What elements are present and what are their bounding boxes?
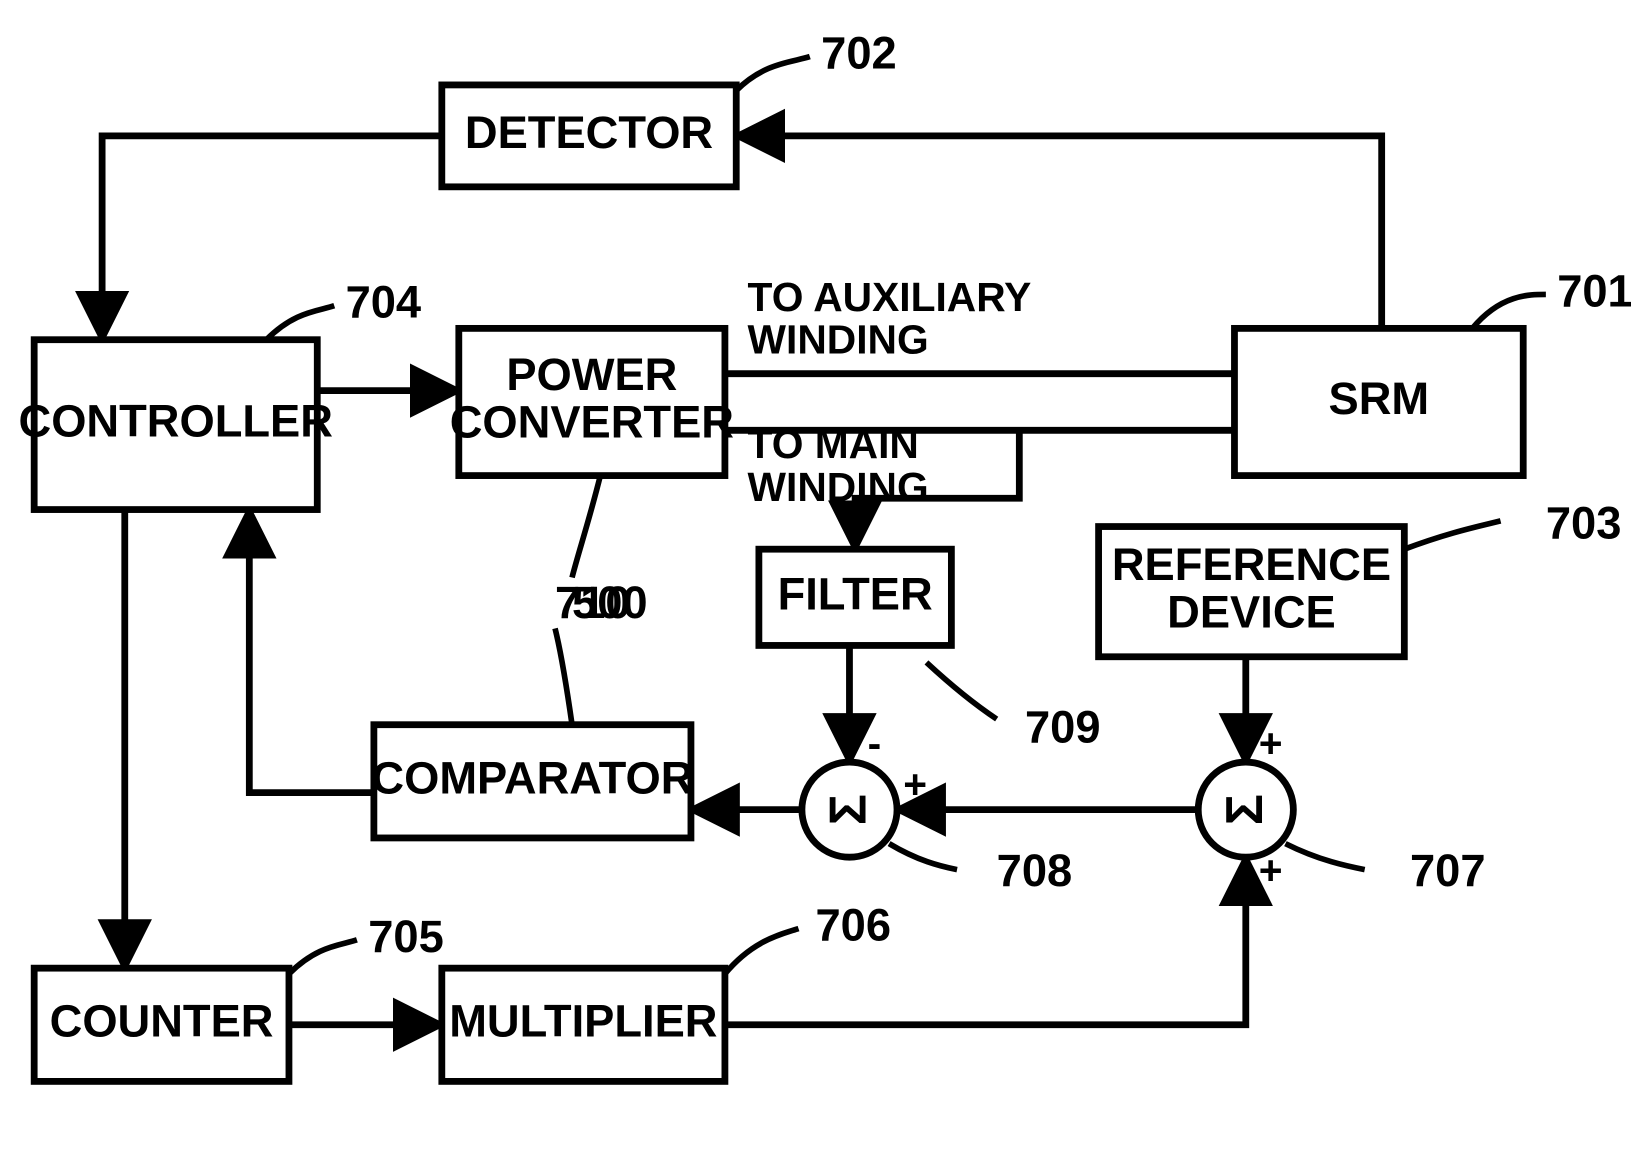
ref-702: 702 [821, 28, 897, 79]
block-label: CONTROLLER [19, 396, 333, 447]
block-power: POWERCONVERTER [450, 328, 734, 475]
ref-704: 704 [346, 277, 422, 328]
leader-703 [1404, 521, 1500, 549]
port-sign: + [1259, 847, 1283, 893]
block-diagram: DETECTOR CONTROLLER POWERCONVERTER SRM FILTE… [0, 0, 1631, 1155]
annotation-line: TO AUXILIARY [748, 274, 1032, 320]
annotation-line: WINDING [748, 464, 929, 510]
annotation-line: WINDING [748, 317, 929, 363]
edge-multiplier-sum707 [725, 857, 1246, 1025]
leader-708 [889, 844, 957, 870]
leader-707 [1285, 844, 1364, 870]
leader-500 [572, 476, 600, 578]
ref-706: 706 [816, 899, 892, 950]
block-controller: CONTROLLER [19, 340, 333, 510]
ref-705: 705 [368, 911, 444, 962]
block-label: POWER [506, 349, 677, 400]
annotation-main: TO MAINWINDING [748, 421, 929, 510]
block-label: CONVERTER [450, 397, 734, 448]
sum-sum708: Σ -+ [802, 720, 927, 857]
sigma-glyph: Σ [819, 794, 877, 825]
leader-702 [736, 57, 810, 91]
leader-706 [725, 929, 799, 974]
leader-705 [289, 940, 357, 974]
leader-704 [266, 306, 334, 340]
ref-710: 710 [555, 577, 631, 628]
ref-707: 707 [1410, 845, 1486, 896]
edge-comparator-controller [249, 510, 374, 793]
block-reference: REFERENCEDEVICE [1099, 527, 1405, 657]
block-counter: COUNTER [34, 968, 289, 1081]
block-label: SRM [1329, 373, 1430, 424]
block-label: COMPARATOR [371, 752, 693, 803]
block-label: DEVICE [1167, 586, 1336, 637]
block-multiplier: MULTIPLIER [442, 968, 725, 1081]
block-comparator: COMPARATOR [371, 725, 693, 838]
block-detector: DETECTOR [442, 85, 736, 187]
block-label: FILTER [778, 568, 933, 619]
block-label: DETECTOR [465, 107, 713, 158]
leader-710 [555, 628, 572, 724]
port-sign: + [903, 761, 927, 807]
sigma-glyph: Σ [1216, 794, 1274, 825]
port-sign: + [1259, 720, 1283, 766]
ref-701: 701 [1557, 265, 1631, 316]
annotation-aux: TO AUXILIARYWINDING [748, 274, 1032, 363]
block-srm: SRM [1234, 328, 1523, 475]
annotation-line: TO MAIN [748, 421, 919, 467]
block-filter: FILTER [759, 549, 952, 645]
ref-708: 708 [997, 845, 1073, 896]
block-label: MULTIPLIER [449, 996, 717, 1047]
block-label: REFERENCE [1112, 539, 1391, 590]
block-label: COUNTER [50, 996, 274, 1047]
leader-701 [1472, 294, 1546, 328]
ref-709: 709 [1025, 701, 1101, 752]
leader-709 [926, 662, 996, 719]
ref-703: 703 [1546, 498, 1622, 549]
port-sign: - [868, 720, 882, 766]
